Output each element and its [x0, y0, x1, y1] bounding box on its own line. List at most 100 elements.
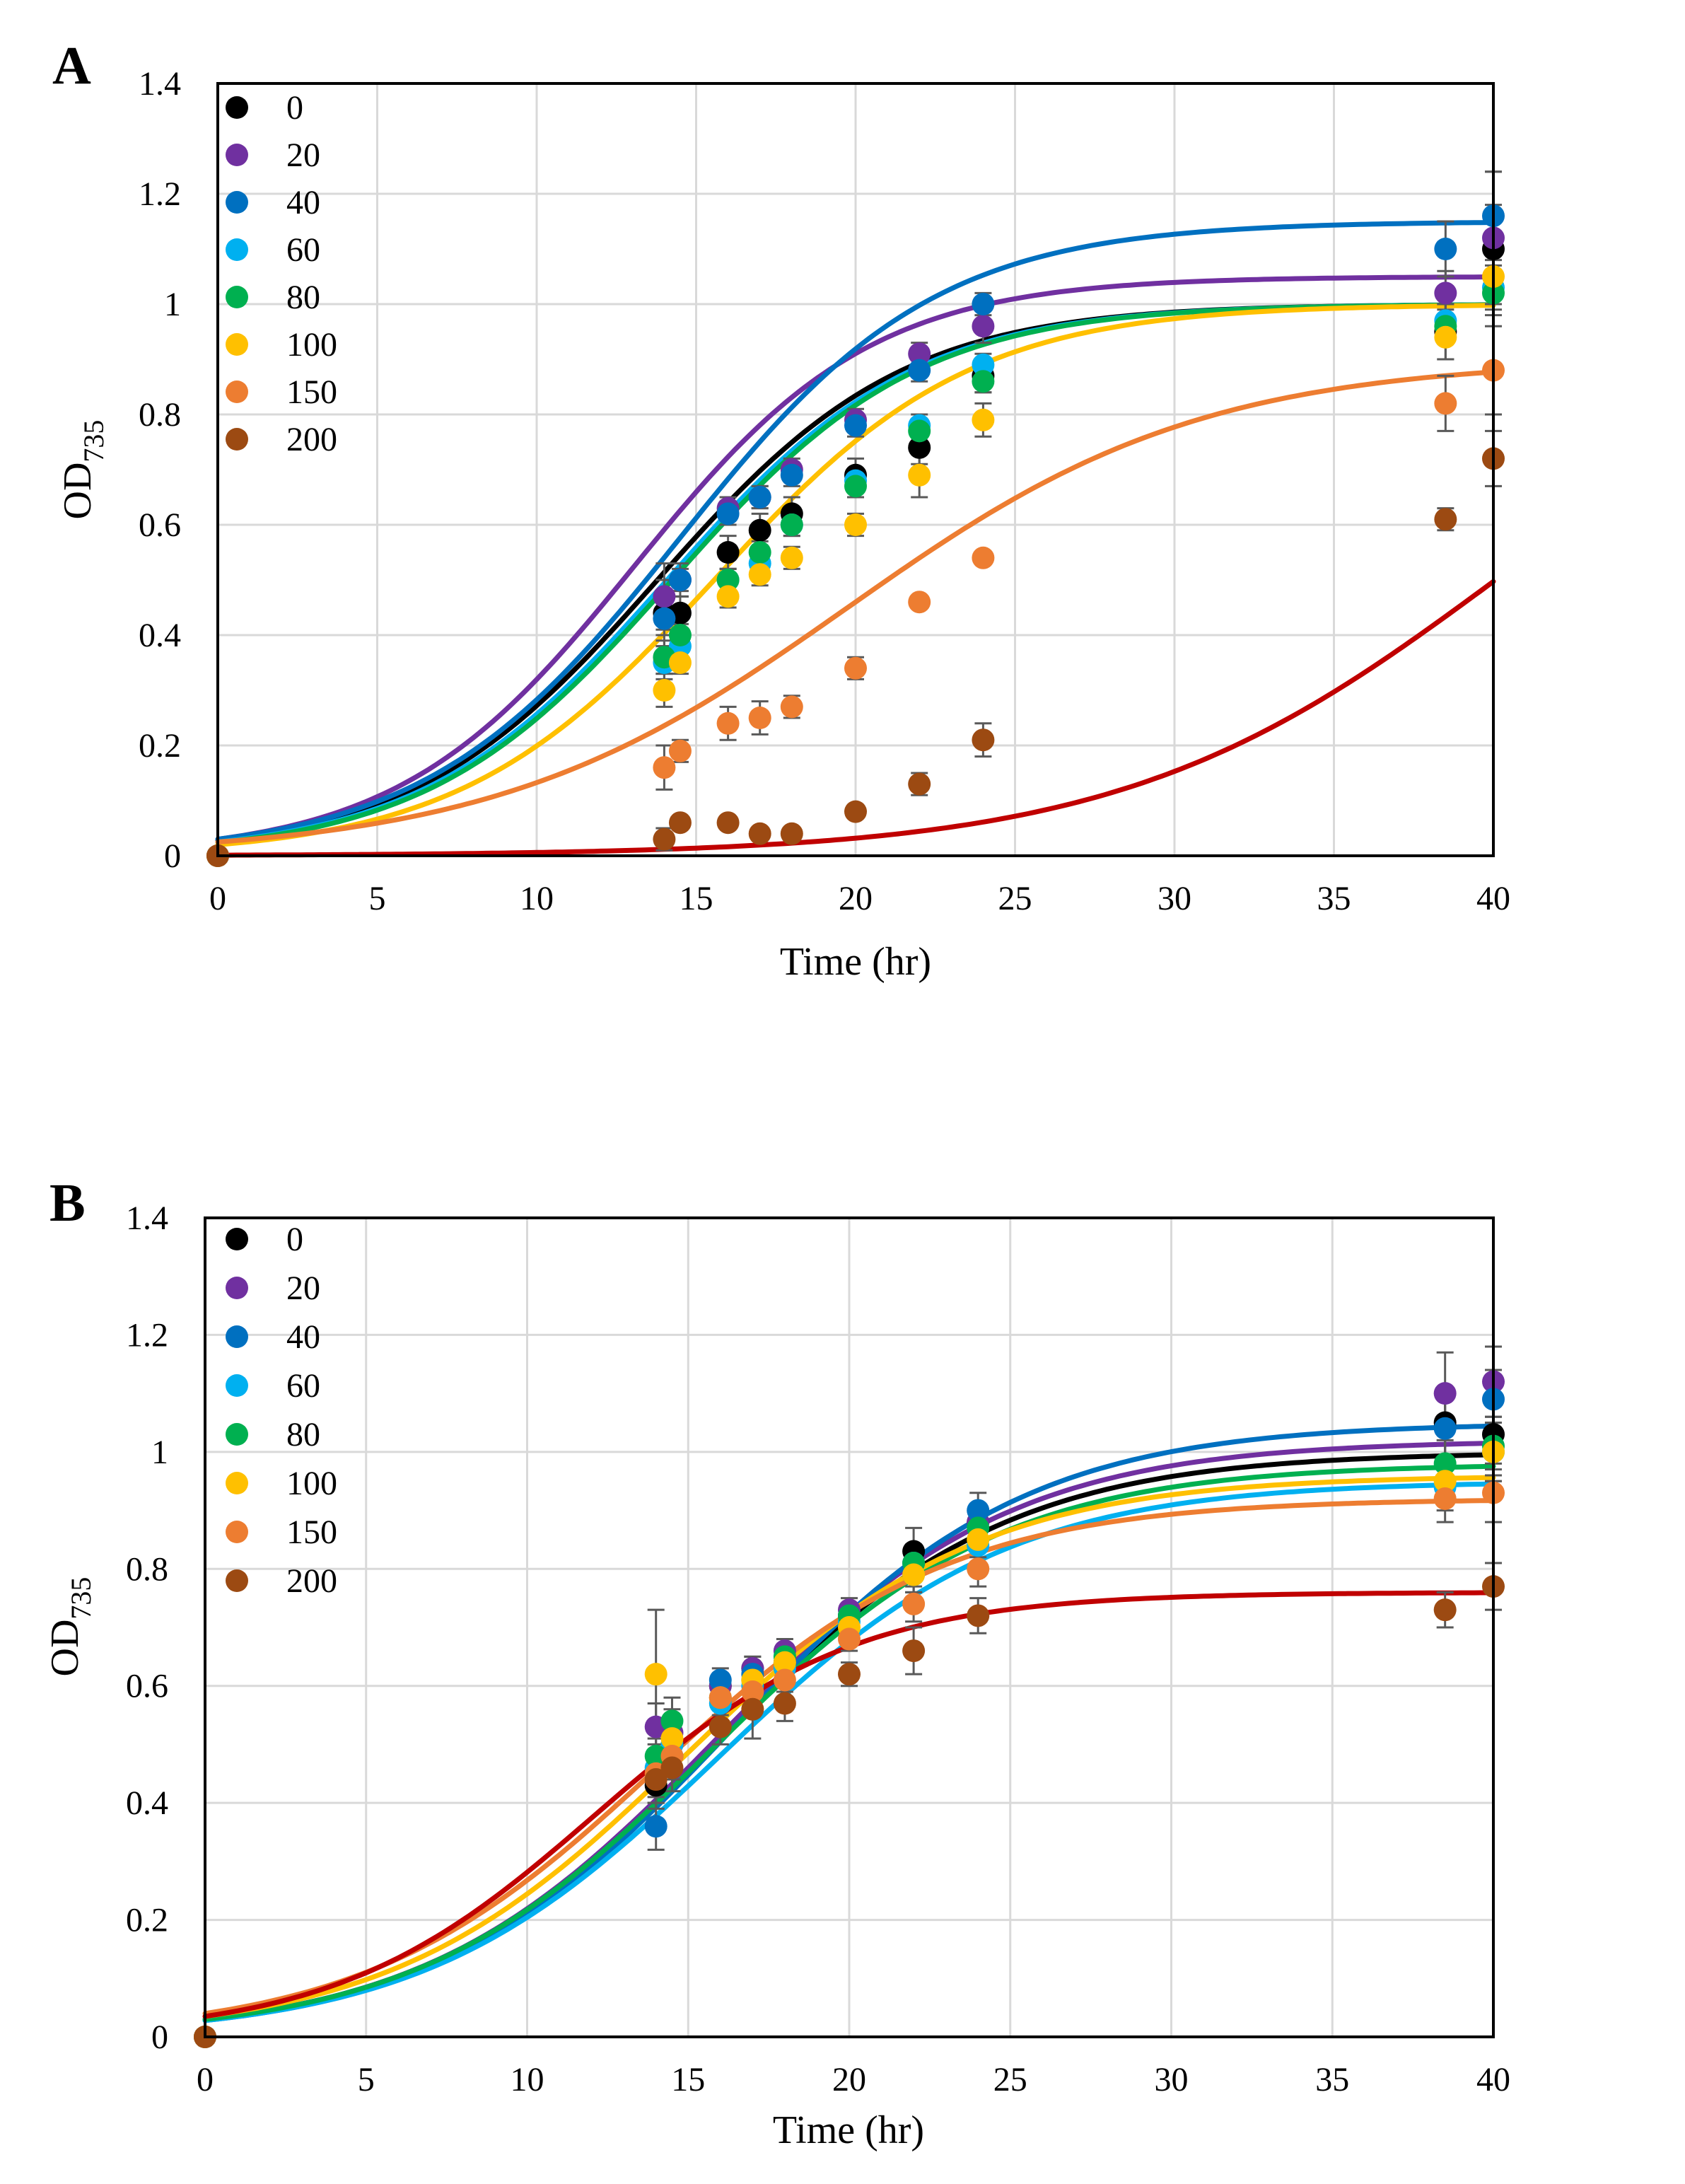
data-point-150 — [1433, 1487, 1457, 1511]
x-tick-label: 10 — [520, 880, 554, 917]
data-point-200 — [709, 1715, 732, 1738]
y-tick-label: 0 — [151, 2019, 168, 2056]
y-ticks-a: 0 0.2 0.4 0.6 0.8 1 1.2 1.4 — [139, 65, 181, 875]
x-tick-label: 30 — [1155, 2061, 1189, 2098]
legend-label-0: 0 — [286, 89, 303, 127]
x-ticks-a: 0 5 10 15 20 25 30 35 40 — [209, 880, 1510, 917]
legend-marker-0 — [226, 1228, 248, 1250]
legend-label-20: 20 — [286, 1270, 320, 1307]
data-point-100 — [1434, 325, 1457, 349]
x-tick-label: 0 — [209, 880, 226, 917]
data-point-40 — [967, 1499, 990, 1522]
fit-curve-80-a — [215, 302, 1496, 845]
data-point-150 — [741, 1680, 764, 1703]
fit-curve-100-a — [215, 303, 1496, 847]
panel-a: A 0 5 10 15 20 25 30 35 40 00.20.40.60.811.21.4 … — [52, 36, 1510, 984]
data-point-80 — [972, 370, 995, 393]
legend-label-80: 80 — [286, 279, 320, 316]
data-point-40 — [748, 486, 771, 509]
data-point-40 — [668, 569, 692, 591]
data-point-100 — [660, 1727, 684, 1750]
legend-marker-40 — [226, 1325, 248, 1348]
legend-label-60: 60 — [286, 231, 320, 269]
data-point-0 — [748, 518, 771, 542]
panel-label-b: B — [49, 1173, 86, 1233]
y-axis-label-a: OD735 — [56, 420, 110, 520]
panel-b: B 0 5 10 15 20 25 30 35 40 00.20.40.60.811.21.4 … — [43, 1173, 1510, 2152]
legend-marker-80 — [226, 1423, 248, 1446]
data-point-100 — [748, 563, 771, 586]
data-point-200 — [741, 1697, 764, 1721]
data-point-200 — [902, 1639, 926, 1663]
data-point-200 — [644, 1768, 667, 1791]
fit-curve-200-a — [215, 579, 1496, 858]
y-tick-label: 1.4 — [139, 65, 181, 103]
data-point-40 — [972, 293, 995, 315]
data-point-100 — [902, 1563, 926, 1586]
x-axis-label-a: Time (hr) — [780, 940, 931, 984]
data-point-200 — [668, 811, 692, 835]
y-axis-label-sub-a: 735 — [78, 420, 110, 463]
legend-marker-20 — [226, 144, 248, 166]
data-point-200 — [1434, 508, 1457, 531]
data-point-200 — [844, 800, 867, 823]
y-tick-label: 0.6 — [126, 1668, 168, 1705]
legend-marker-20 — [226, 1277, 248, 1299]
y-axis-label-b: OD735 — [43, 1577, 97, 1677]
data-point-40 — [844, 414, 867, 437]
x-tick-label: 20 — [832, 2061, 866, 2098]
legend-marker-200 — [226, 428, 248, 451]
data-point-200 — [1433, 1598, 1457, 1622]
data-point-200 — [716, 811, 740, 835]
plot-frame-b — [204, 1216, 1495, 2038]
data-point-100 — [1433, 1470, 1457, 1493]
x-tick-label: 25 — [998, 880, 1032, 917]
data-point-20 — [653, 585, 676, 608]
legend-label-80: 80 — [286, 1416, 320, 1453]
legend-label-150: 150 — [286, 1514, 337, 1551]
x-tick-label: 5 — [358, 2061, 375, 2098]
data-point-40 — [716, 502, 740, 525]
data-point-20 — [908, 342, 931, 366]
x-tick-label: 15 — [671, 2061, 705, 2098]
legend-label-100: 100 — [286, 326, 337, 364]
legend-marker-100 — [226, 333, 248, 356]
legend-label-40: 40 — [286, 184, 320, 221]
data-point-200 — [967, 1604, 990, 1627]
data-point-200 — [780, 822, 803, 845]
data-point-100 — [844, 513, 867, 536]
y-tick-label: 0.2 — [126, 1902, 168, 1939]
data-point-150 — [908, 591, 931, 614]
x-tick-label: 20 — [839, 880, 873, 917]
fit-curves-a — [215, 220, 1496, 858]
y-tick-label: 0.8 — [139, 396, 181, 434]
data-point-150 — [653, 756, 676, 779]
data-point-150 — [844, 656, 867, 680]
data-point-150 — [1434, 392, 1457, 415]
x-tick-label: 15 — [680, 880, 713, 917]
data-point-80 — [668, 624, 692, 646]
x-tick-label: 35 — [1317, 880, 1351, 917]
data-point-200 — [972, 728, 995, 752]
data-point-80 — [780, 513, 803, 536]
y-tick-label: 1.2 — [126, 1316, 168, 1354]
data-point-60 — [972, 353, 995, 376]
data-point-20 — [972, 315, 995, 338]
data-point-0 — [908, 436, 931, 459]
data-point-200 — [773, 1692, 796, 1715]
data-point-40 — [709, 1668, 732, 1692]
data-point-40 — [644, 1815, 667, 1838]
data-point-150 — [773, 1668, 796, 1692]
data-point-0 — [716, 541, 740, 564]
legend-label-0: 0 — [286, 1221, 303, 1258]
y-tick-label: 1 — [164, 286, 181, 323]
legend-label-200: 200 — [286, 421, 337, 458]
x-tick-label: 5 — [369, 880, 386, 917]
x-tick-label: 0 — [197, 2061, 214, 2098]
y-tick-label: 0.4 — [139, 617, 181, 654]
y-axis-label-main-a: OD — [56, 463, 100, 520]
legend-marker-80 — [226, 286, 248, 308]
x-axis-label-b: Time (hr) — [773, 2108, 924, 2152]
data-point-200 — [660, 1756, 684, 1779]
data-point-100 — [780, 546, 803, 569]
